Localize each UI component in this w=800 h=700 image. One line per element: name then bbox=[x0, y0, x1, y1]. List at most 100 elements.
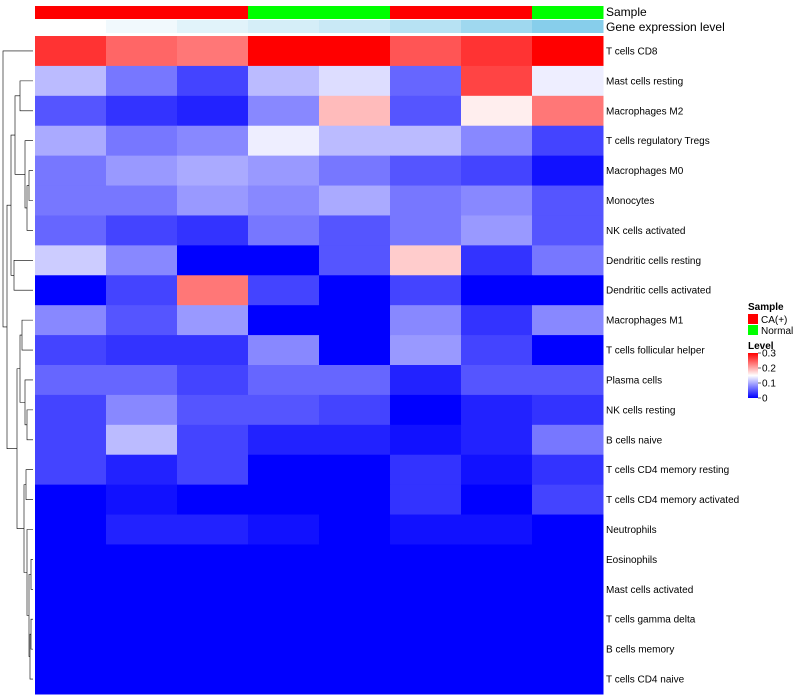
heatmap-cell bbox=[106, 394, 178, 426]
heatmap-cell bbox=[461, 424, 533, 456]
heatmap-cell bbox=[106, 484, 178, 516]
dendrogram-branch bbox=[10, 134, 15, 276]
heatmap-cell bbox=[106, 514, 178, 545]
heatmap-cell bbox=[390, 574, 462, 605]
heatmap-cell bbox=[532, 544, 604, 575]
gene-expression-annotation-cell bbox=[248, 20, 320, 33]
heatmap-cell bbox=[390, 155, 462, 187]
heatmap-cell bbox=[319, 544, 391, 575]
dendrogram-branch bbox=[25, 469, 33, 500]
legend-level-tick-label: 0.1 bbox=[762, 379, 776, 390]
column-annotations bbox=[35, 6, 604, 33]
row-label: Eosinophils bbox=[606, 555, 657, 566]
legend-label-ca: CA(+) bbox=[761, 315, 787, 326]
heatmap-cell bbox=[177, 365, 249, 396]
heatmap-cell bbox=[177, 275, 249, 306]
row-label: Mast cells resting bbox=[606, 76, 683, 87]
heatmap-cell bbox=[461, 125, 533, 157]
heatmap-cell bbox=[319, 36, 391, 67]
heatmap-cell bbox=[532, 335, 604, 366]
heatmap-cell bbox=[248, 215, 320, 246]
heatmap-cell bbox=[106, 664, 178, 695]
heatmap-cell bbox=[35, 634, 107, 665]
heatmap-cell bbox=[461, 155, 533, 187]
heatmap-cell bbox=[35, 95, 107, 127]
row-label: NK cells activated bbox=[606, 226, 685, 237]
heatmap-cell bbox=[177, 664, 249, 695]
gene-expression-annotation-cell bbox=[532, 20, 604, 33]
heatmap-cell bbox=[390, 424, 462, 456]
dendrogram-branch bbox=[28, 170, 33, 201]
dendrogram-branch bbox=[16, 368, 24, 529]
heatmap-cell bbox=[248, 454, 320, 486]
heatmap-cell bbox=[35, 185, 107, 216]
heatmap-cell bbox=[390, 394, 462, 426]
legend-level-colorbar bbox=[748, 353, 758, 398]
heatmap-cell bbox=[106, 335, 178, 366]
heatmap-cell bbox=[35, 65, 107, 97]
heatmap-cell bbox=[319, 305, 391, 336]
heatmap-cell bbox=[106, 365, 178, 396]
sample-annotation-cell bbox=[319, 6, 391, 19]
heatmap-cell bbox=[532, 394, 604, 426]
heatmap-cell bbox=[532, 664, 604, 695]
heatmap-cell bbox=[248, 634, 320, 665]
row-label: T cells CD4 memory resting bbox=[606, 465, 729, 476]
heatmap-cell bbox=[319, 95, 391, 127]
heatmap-cell bbox=[390, 36, 462, 67]
heatmap-cell bbox=[35, 245, 107, 276]
heatmap-cell bbox=[390, 215, 462, 246]
heatmap-cell bbox=[248, 335, 320, 366]
heatmap-cell bbox=[532, 305, 604, 336]
heatmap-cell bbox=[106, 155, 178, 187]
gene-expression-annotation-cell bbox=[35, 20, 107, 33]
row-label: NK cells resting bbox=[606, 405, 675, 416]
heatmap-cell bbox=[106, 544, 178, 575]
dendrogram-branch bbox=[26, 185, 33, 231]
heatmap-cell bbox=[106, 125, 178, 157]
heatmap-cell bbox=[319, 484, 391, 516]
heatmap-cell bbox=[35, 424, 107, 456]
row-label: Mast cells activated bbox=[606, 585, 693, 596]
legend-swatch-ca bbox=[748, 314, 758, 324]
dendrogram-branch bbox=[26, 409, 33, 441]
heatmap-cell bbox=[319, 514, 391, 545]
heatmap-cells bbox=[35, 36, 604, 695]
heatmap-cell bbox=[532, 604, 604, 635]
heatmap-cell bbox=[35, 275, 107, 306]
heatmap-cell bbox=[248, 484, 320, 516]
heatmap-cell bbox=[106, 185, 178, 216]
row-label: T cells follicular helper bbox=[606, 346, 705, 357]
heatmap-cell bbox=[390, 544, 462, 575]
legend-level-title: Level bbox=[748, 341, 774, 352]
heatmap-cell bbox=[248, 604, 320, 635]
heatmap-cell bbox=[106, 634, 178, 665]
heatmap-cell bbox=[248, 424, 320, 456]
heatmap-cell bbox=[248, 275, 320, 306]
dendrogram-branch bbox=[29, 633, 33, 680]
heatmap-cell bbox=[319, 185, 391, 216]
row-label: Dendritic cells activated bbox=[606, 286, 711, 297]
heatmap-cell bbox=[248, 36, 320, 67]
heatmap-cell bbox=[177, 544, 249, 575]
heatmap-cell bbox=[177, 335, 249, 366]
heatmap-cell bbox=[461, 484, 533, 516]
legend-level-tick-label: 0.2 bbox=[762, 364, 776, 375]
heatmap-cell bbox=[106, 215, 178, 246]
heatmap-cell bbox=[177, 125, 249, 157]
heatmap-cell bbox=[177, 65, 249, 97]
gene-expression-annotation-cell bbox=[390, 20, 462, 33]
heatmap-cell bbox=[532, 275, 604, 306]
heatmap-cell bbox=[461, 514, 533, 545]
heatmap-cell bbox=[248, 514, 320, 545]
heatmap-cell bbox=[35, 36, 107, 67]
heatmap-cell bbox=[390, 95, 462, 127]
heatmap-cell bbox=[461, 394, 533, 426]
heatmap-cell bbox=[532, 95, 604, 127]
heatmap-cell bbox=[390, 305, 462, 336]
heatmap-cell bbox=[532, 574, 604, 605]
heatmap-cell bbox=[106, 305, 178, 336]
heatmap-cell bbox=[461, 454, 533, 486]
heatmap-cell bbox=[319, 664, 391, 695]
heatmap-cell bbox=[319, 365, 391, 396]
